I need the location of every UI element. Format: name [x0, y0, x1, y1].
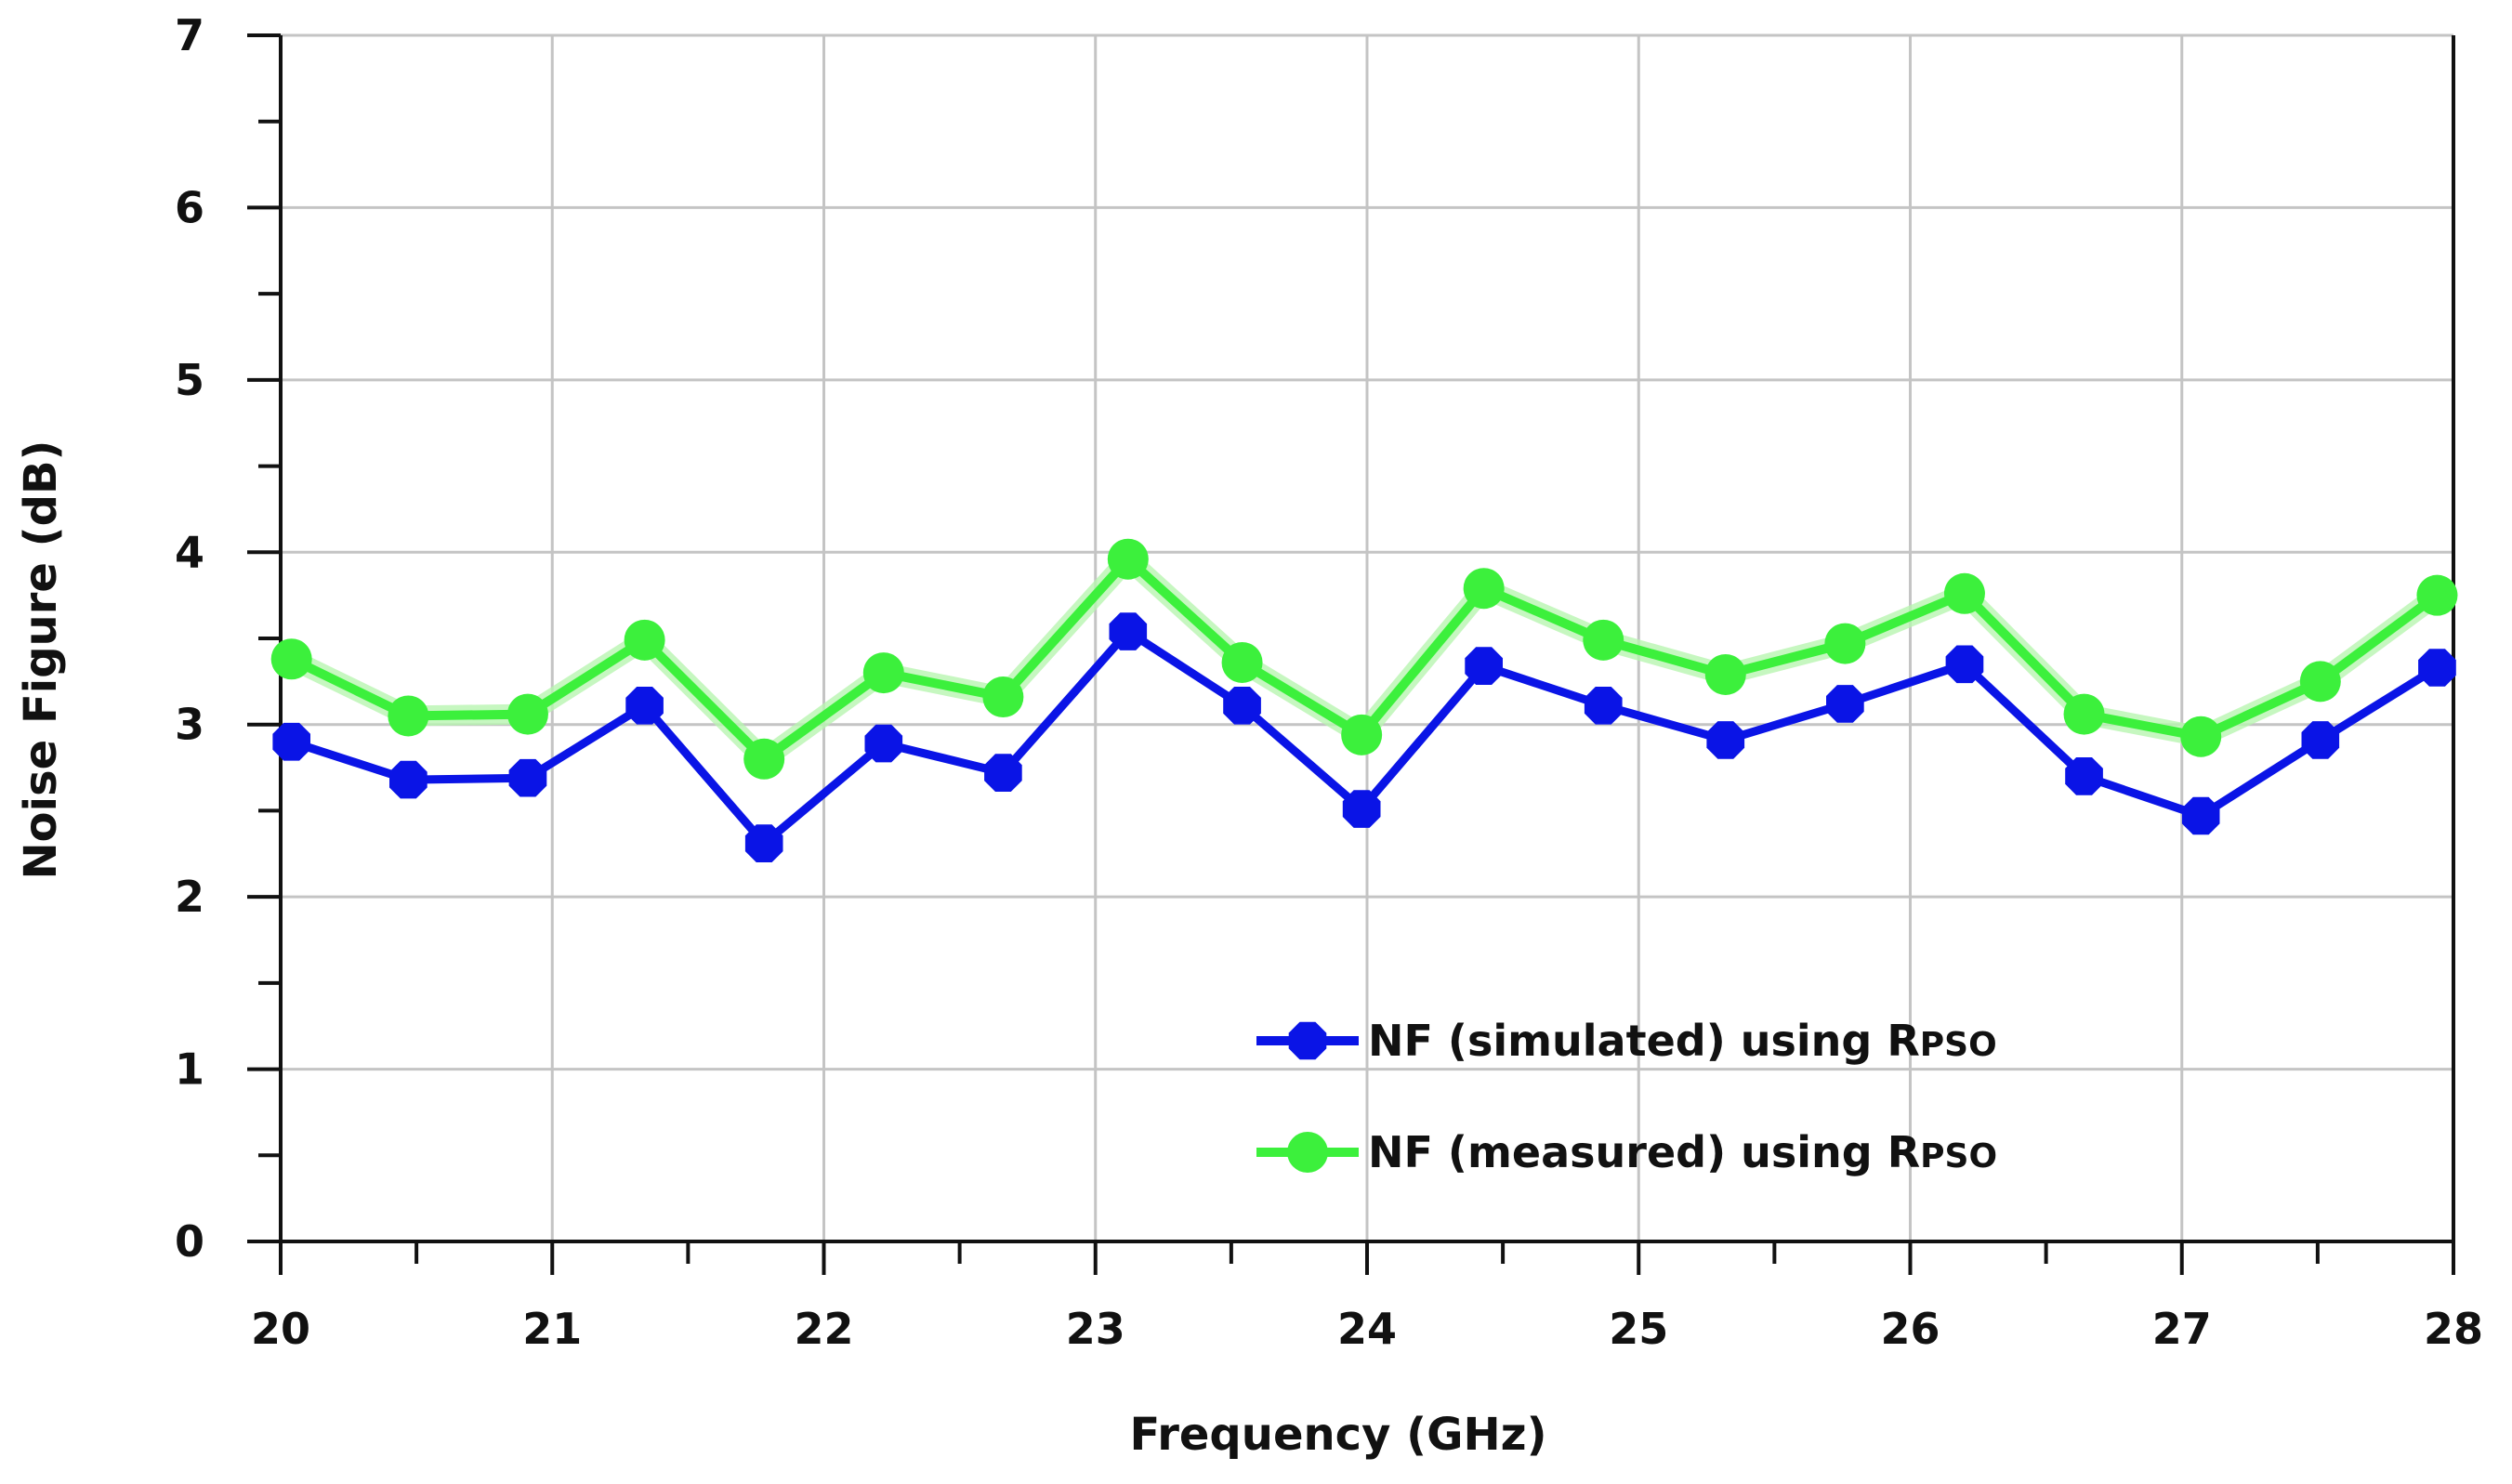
y-tick-label: 6: [175, 182, 204, 232]
data-point-simulated: [864, 724, 903, 763]
data-point-measured: [1583, 619, 1624, 661]
data-point-simulated: [1945, 645, 1984, 684]
data-point-measured: [1824, 623, 1866, 664]
data-point-measured: [982, 676, 1024, 718]
data-point-measured: [862, 652, 904, 694]
data-point-measured: [1943, 572, 1985, 614]
data-point-simulated: [1342, 790, 1381, 828]
x-tick-label: 26: [1880, 1304, 1940, 1354]
data-point-measured: [2063, 693, 2105, 735]
data-point-measured: [270, 638, 312, 680]
data-point-simulated: [2181, 796, 2220, 835]
y-tick-label: 5: [175, 355, 204, 405]
y-axis-title: Noise Figure (dB): [15, 440, 67, 880]
legend-marker-simulated: [1288, 1021, 1327, 1060]
data-series: [270, 538, 2458, 862]
y-tick-label: 3: [175, 700, 204, 750]
data-point-simulated: [508, 758, 547, 797]
legend-marker-measured: [1287, 1132, 1328, 1173]
x-tick-label: 24: [1337, 1304, 1397, 1354]
x-axis-title: Frequency (GHz): [1129, 1409, 1546, 1461]
data-point-measured: [2416, 574, 2458, 616]
y-tick-label: 4: [175, 527, 204, 577]
x-tick-label: 21: [522, 1304, 582, 1354]
y-tick-label: 2: [175, 872, 204, 922]
data-point-simulated: [1706, 721, 1745, 759]
y-tick-label: 0: [175, 1216, 204, 1267]
data-point-simulated: [625, 687, 664, 725]
data-point-measured: [388, 695, 429, 737]
data-point-simulated: [1223, 687, 1261, 725]
data-point-simulated: [984, 754, 1022, 792]
data-point-measured: [624, 619, 665, 661]
data-point-simulated: [1109, 612, 1148, 650]
data-point-measured: [2180, 716, 2222, 757]
data-point-simulated: [272, 722, 310, 761]
data-point-measured: [1463, 568, 1505, 610]
data-point-measured: [1704, 653, 1746, 695]
data-point-measured: [1107, 538, 1149, 580]
data-point-simulated: [389, 760, 427, 799]
data-point-simulated: [1826, 685, 1864, 723]
y-tick-label: 1: [175, 1044, 204, 1095]
data-point-measured: [1221, 641, 1263, 683]
x-tick-label: 28: [2424, 1304, 2483, 1354]
x-tick-label: 22: [794, 1304, 853, 1354]
grid-lines: [281, 33, 2455, 1241]
data-point-simulated: [1584, 687, 1623, 725]
legend-label-simulated: NF (simulated) using RPSO: [1368, 1016, 1997, 1066]
legend: NF (simulated) using RPSO NF (measured) u…: [1256, 1016, 1997, 1177]
data-point-measured: [506, 693, 548, 735]
data-point-simulated: [1465, 647, 1503, 685]
x-tick-label: 20: [251, 1304, 310, 1354]
data-point-measured: [2299, 661, 2341, 703]
data-point-simulated: [2418, 649, 2456, 687]
data-point-measured: [743, 738, 785, 780]
x-tick-label: 25: [1609, 1304, 1668, 1354]
y-tick-label: 7: [175, 10, 204, 60]
x-tick-label: 23: [1066, 1304, 1125, 1354]
data-point-simulated: [744, 824, 783, 862]
x-tick-label: 27: [2152, 1304, 2212, 1354]
data-point-simulated: [2301, 721, 2340, 759]
data-point-simulated: [2065, 757, 2103, 795]
legend-label-measured: NF (measured) using RPSO: [1368, 1127, 1997, 1177]
data-point-measured: [1341, 714, 1383, 755]
